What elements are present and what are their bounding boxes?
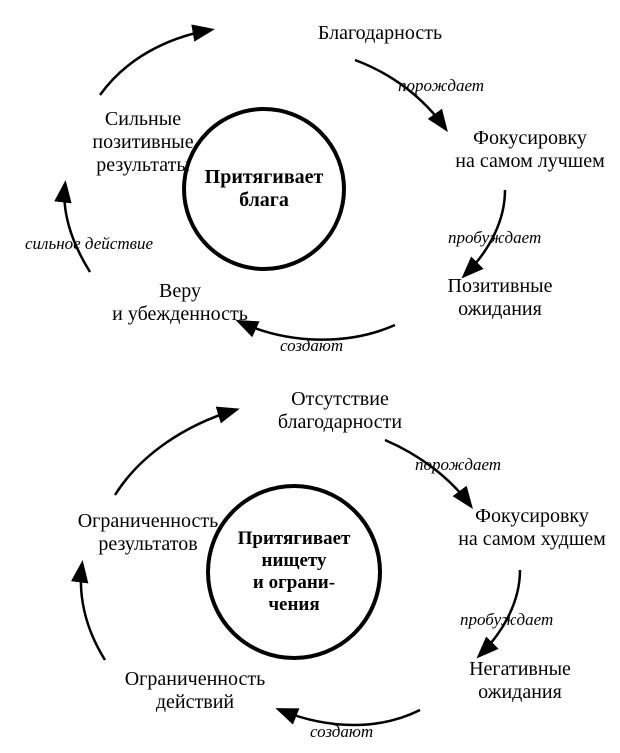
cycle-node: Благодарность — [280, 22, 480, 45]
edge-label: пробуждает — [448, 228, 541, 248]
cycle-arrow — [100, 30, 210, 95]
cycle-positive: порождает пробуждает создают сильное действ… — [0, 0, 620, 370]
cycle-arrow — [81, 565, 105, 660]
cycle-node: Сильные позитивные результаты — [53, 108, 233, 177]
cycle-arrow — [115, 410, 235, 495]
cycle-node: Негативные ожидания — [420, 658, 620, 704]
edge-label: порождает — [415, 455, 501, 475]
cycle-node: Ограниченность действий — [95, 668, 295, 714]
cycle-node: Отсутствие благодарности — [230, 388, 450, 434]
cycle-node: Фокусировку на самом худшем — [432, 505, 620, 551]
edge-label: создают — [280, 336, 343, 356]
cycle-node: Позитивные ожидания — [400, 275, 600, 321]
cycle-node: Веру и убежденность — [80, 280, 280, 326]
cycle-negative: порождает пробуждает создают Притягивает ни… — [0, 370, 620, 750]
edge-label: пробуждает — [460, 610, 553, 630]
cycle-arrow — [64, 185, 90, 272]
edge-label: порождает — [398, 76, 484, 96]
edge-label: создают — [310, 722, 373, 742]
cycle-node: Фокусировку на самом лучшем — [430, 127, 620, 173]
cycle-node: Ограниченность результатов — [48, 510, 248, 556]
center-circle-text: Притягивает нищету и ограни- чения — [230, 528, 359, 616]
edge-label: сильное действие — [25, 234, 153, 254]
